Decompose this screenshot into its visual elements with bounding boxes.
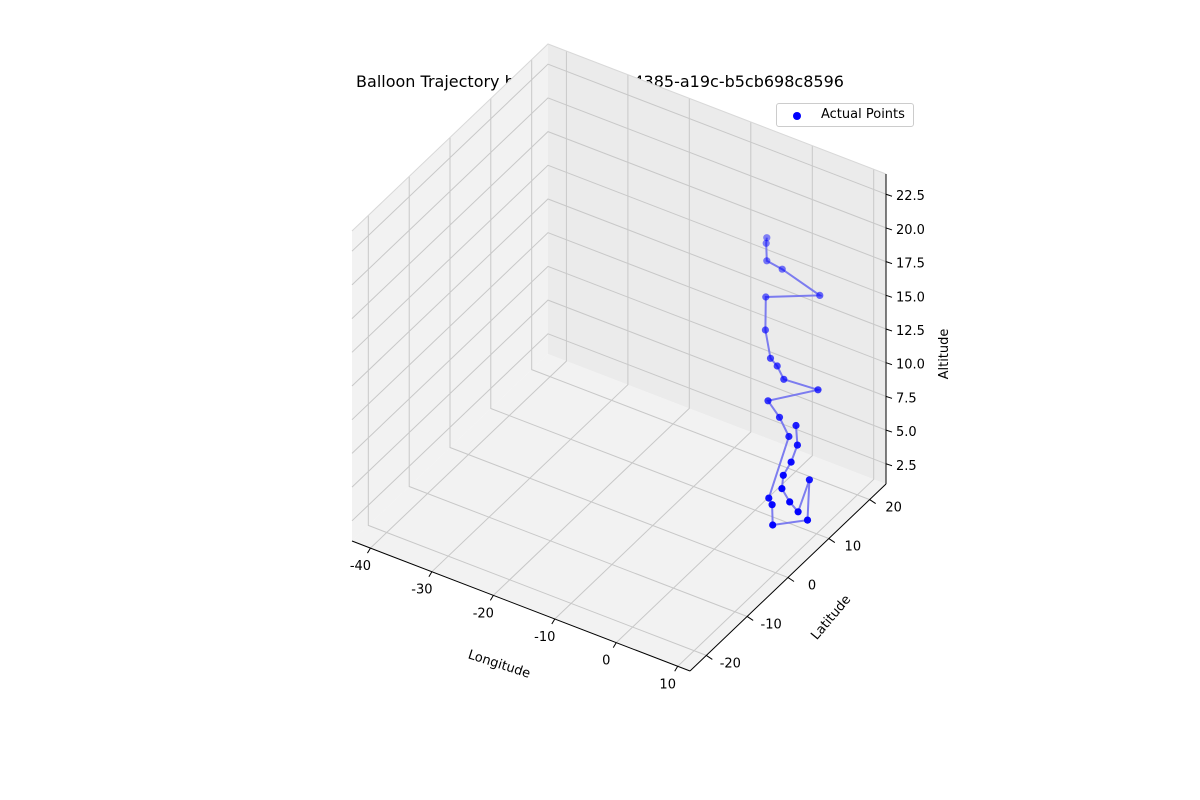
data-point <box>779 471 787 479</box>
x-tick-label: -40 <box>350 559 371 574</box>
x-grid-line <box>677 169 875 667</box>
y-tick-label: 20 <box>885 501 902 516</box>
x-grid-line <box>554 122 752 620</box>
x-grid-line <box>492 98 690 596</box>
y-tick-mark <box>706 655 713 660</box>
data-point <box>778 485 786 493</box>
x-grid-line <box>370 51 567 549</box>
y-tick-mark <box>828 538 836 543</box>
z-grid-line <box>351 97 887 286</box>
data-point <box>786 498 794 506</box>
z-tick-label: 10.0 <box>896 358 925 373</box>
z-tick-mark <box>885 227 893 231</box>
y-grid-line <box>408 176 748 617</box>
x-tick-label: -20 <box>473 606 494 621</box>
z-tick-label: 20.0 <box>896 223 925 238</box>
z-grid-line <box>351 265 887 454</box>
y-tick-label: 0 <box>808 579 816 594</box>
x-tick-label: 0 <box>602 654 610 669</box>
x-grid-line <box>431 74 629 573</box>
x-tick-mark <box>551 618 556 625</box>
x-tick-mark <box>367 547 371 554</box>
data-point <box>803 516 812 524</box>
x-tick-label: -30 <box>411 583 432 598</box>
data-point <box>787 458 795 466</box>
y-tick-label: 10 <box>845 540 862 555</box>
legend-label: Actual Points <box>821 107 905 122</box>
data-point <box>766 354 775 362</box>
data-point <box>775 413 784 421</box>
z-tick-label: 2.5 <box>896 459 917 474</box>
data-point <box>762 293 770 301</box>
z-grid-line <box>351 333 887 522</box>
grid-lines <box>351 51 887 667</box>
z-tick-label: 5.0 <box>896 425 917 440</box>
x-axis-label: Longitude <box>466 648 532 682</box>
z-grid-line <box>351 164 887 353</box>
y-tick-mark <box>869 499 876 504</box>
data-point <box>768 501 776 509</box>
axis-panes <box>352 44 886 671</box>
series-layer <box>761 234 824 529</box>
y-tick-mark <box>787 577 795 582</box>
data-point <box>794 508 802 516</box>
tick-marks: -40 -30 -20 -10 0 10 -20 -10 0 10 20 2.5 5.0 7.5 10.0 1… <box>350 189 925 692</box>
data-point <box>763 257 771 265</box>
y-grid-line <box>490 98 829 539</box>
data-point <box>764 397 772 405</box>
y-tick-mark <box>746 616 754 621</box>
legend-marker <box>793 112 801 120</box>
x-tick-mark <box>428 571 433 577</box>
z-grid-line <box>351 198 887 387</box>
data-point <box>793 441 802 449</box>
data-point <box>792 421 800 430</box>
z-axis-label: Altitude <box>937 329 952 380</box>
data-point <box>769 521 777 529</box>
z-tick-label: 7.5 <box>896 391 917 406</box>
data-point <box>761 326 770 334</box>
data-point <box>814 386 822 394</box>
z-grid-line <box>351 299 887 488</box>
data-point <box>785 432 793 441</box>
x-tick-mark <box>612 642 617 648</box>
y-grid-line <box>367 215 707 656</box>
z-tick-mark <box>885 463 893 467</box>
data-point <box>778 265 786 273</box>
x-tick-mark <box>674 666 679 672</box>
z-tick-mark <box>885 362 893 366</box>
z-tick-mark <box>885 328 893 332</box>
z-tick-label: 17.5 <box>896 257 925 272</box>
z-tick-label: 15.0 <box>896 290 925 305</box>
y-tick-label: -10 <box>761 617 782 632</box>
y-grid-line <box>531 59 870 501</box>
y-axis-label: Latitude <box>808 592 854 643</box>
x-axis-line <box>351 540 691 672</box>
z-grid-line <box>351 232 887 421</box>
data-point <box>816 291 824 299</box>
top-edge <box>351 43 887 232</box>
y-grid-line <box>449 137 789 578</box>
z-tick-mark <box>885 395 893 399</box>
z-tick-mark <box>885 261 893 265</box>
y-tick-label: -20 <box>720 656 741 671</box>
data-point <box>765 494 773 502</box>
z-grid-line <box>351 63 887 252</box>
data-point <box>773 362 781 370</box>
z-tick-mark <box>885 294 893 298</box>
z-tick-label: 12.5 <box>896 324 925 339</box>
x-tick-label: 10 <box>659 677 676 692</box>
z-tick-mark <box>885 193 893 197</box>
data-point <box>805 476 814 484</box>
x-tick-label: -10 <box>534 630 555 645</box>
data-point <box>763 234 771 242</box>
z-tick-mark <box>885 429 893 433</box>
x-grid-line <box>615 145 813 643</box>
data-point <box>780 375 788 383</box>
z-tick-label: 22.5 <box>896 189 925 204</box>
x-tick-mark <box>489 595 494 601</box>
z-grid-line <box>351 131 887 319</box>
data-point <box>762 239 770 247</box>
legend: Actual Points <box>776 103 914 127</box>
